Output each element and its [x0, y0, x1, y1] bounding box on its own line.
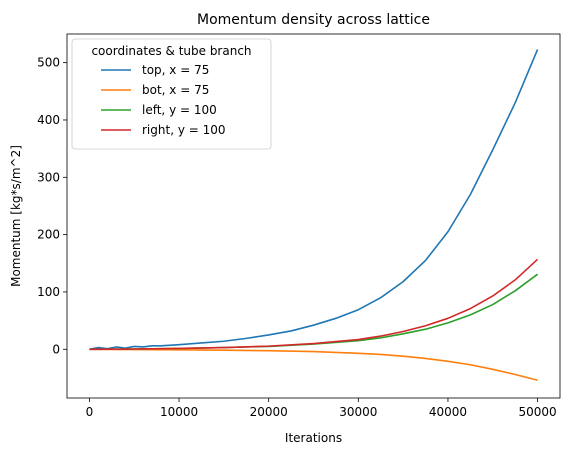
plot-area	[66, 33, 561, 399]
x-tick-label: 50000	[518, 405, 556, 419]
y-axis-label: Momentum [kg*s/m^2]	[9, 145, 23, 287]
legend-label-2: left, y = 100	[142, 103, 217, 117]
x-tick-label: 20000	[250, 405, 288, 419]
series-line-3	[89, 258, 539, 351]
y-tick-label: 200	[37, 228, 60, 242]
x-axis: 0 10000 20000 30000 40000 50000	[86, 398, 557, 419]
x-tick-label: 10000	[160, 405, 198, 419]
legend-box	[71, 38, 272, 150]
y-tick-label: 300	[37, 170, 60, 184]
y-tick-label: 100	[37, 285, 60, 299]
y-tick-label: 0	[52, 342, 60, 356]
x-axis-label: Iterations	[285, 431, 342, 445]
legend-label-0: top, x = 75	[142, 63, 209, 77]
x-tick-label: 0	[86, 405, 94, 419]
chart-title: Momentum density across lattice	[197, 12, 430, 28]
legend-label-1: bot, x = 75	[142, 83, 209, 97]
series-layer	[89, 49, 539, 382]
legend-items: top, x = 75 bot, x = 75 left, y = 100 right…	[101, 63, 226, 137]
legend: coordinates & tube branch top, x = 75 bot…	[71, 38, 272, 150]
legend-title: coordinates & tube branch	[91, 44, 251, 58]
y-axis: 0 100 200 300 400 500	[37, 56, 67, 356]
x-tick-label: 40000	[429, 405, 467, 419]
series-line-0	[89, 49, 539, 351]
y-tick-label: 400	[37, 113, 60, 127]
plot-frame	[66, 33, 561, 399]
x-tick-label: 30000	[339, 405, 377, 419]
series-line-2	[89, 273, 539, 351]
y-tick-label: 500	[37, 56, 60, 70]
series-line-1	[89, 348, 538, 382]
legend-label-3: right, y = 100	[142, 123, 226, 137]
